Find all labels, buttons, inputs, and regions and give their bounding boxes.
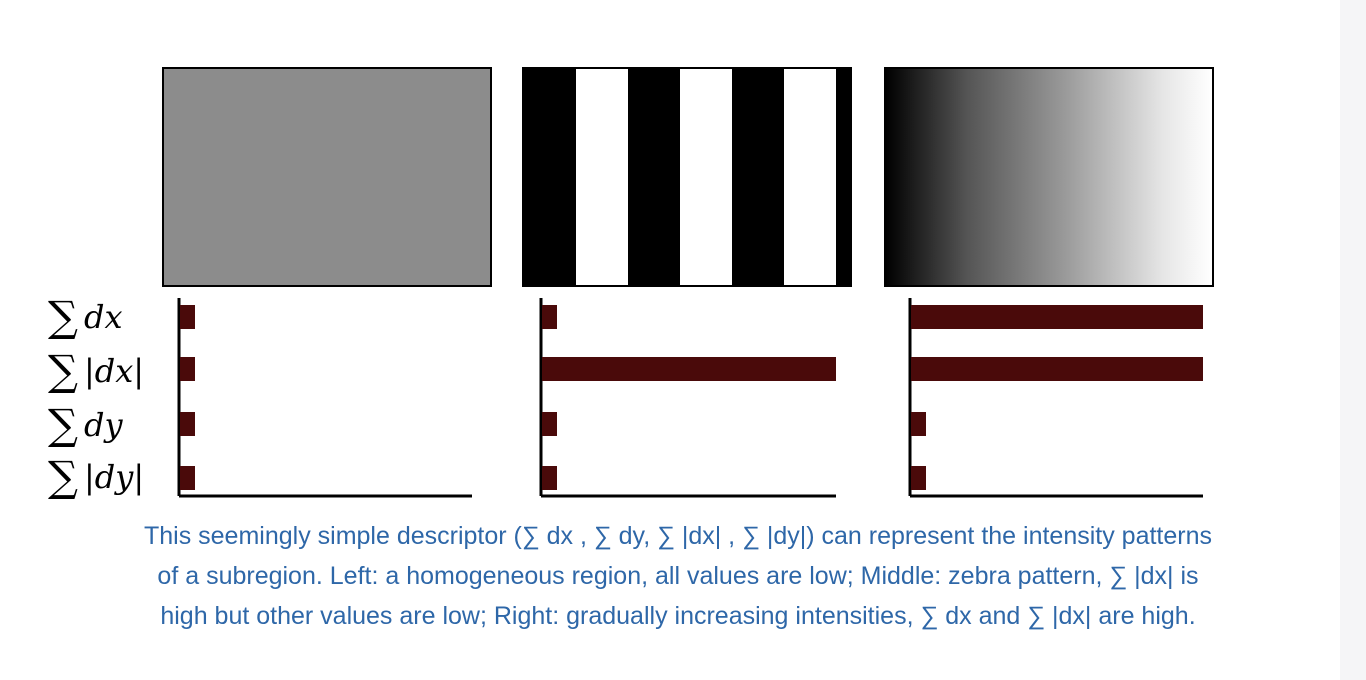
sigma-symbol: ∑	[48, 452, 78, 501]
row-label-sum-abs-dy: ∑ |dy|	[48, 450, 144, 504]
sigma-symbol: ∑	[48, 400, 78, 449]
bar-sum-abs-dy	[180, 466, 195, 490]
caption-line: high but other values are low; Right: gr…	[160, 602, 1196, 630]
row-label-text: dx	[83, 298, 123, 336]
sigma-symbol: ∑	[48, 292, 78, 341]
row-label-text: |dx|	[83, 352, 145, 390]
row-label-text: |dy|	[83, 458, 145, 496]
bar-sum-dy	[180, 412, 195, 436]
figure-caption: This seemingly simple descriptor (∑ dx ,…	[20, 516, 1336, 636]
zebra-white-stripe	[576, 69, 628, 285]
zebra-white-stripe	[680, 69, 732, 285]
zebra-white-stripe	[784, 69, 836, 285]
bar-chart-1	[177, 298, 472, 498]
zebra-pattern-image	[522, 67, 852, 287]
bar-sum-dy	[542, 412, 557, 436]
bar-sum-abs-dx	[911, 357, 1203, 381]
bar-sum-abs-dx	[542, 357, 836, 381]
bar-chart-3	[908, 298, 1203, 498]
row-label-text: dy	[83, 406, 123, 444]
homogeneous-region-image	[162, 67, 492, 287]
caption-line: of a subregion. Left: a homogeneous regi…	[157, 562, 1199, 590]
bar-sum-dx	[911, 305, 1203, 329]
bar-sum-abs-dy	[911, 466, 926, 490]
right-scrollbar-strip	[1340, 0, 1366, 680]
bar-sum-dy	[911, 412, 926, 436]
bar-sum-dx	[542, 305, 557, 329]
descriptor-row-labels: ∑ dx ∑ |dx| ∑ dy ∑ |dy|	[48, 290, 178, 502]
row-label-sum-dy: ∑ dy	[48, 398, 123, 452]
sigma-symbol: ∑	[48, 346, 78, 395]
row-label-sum-dx: ∑ dx	[48, 290, 123, 344]
row-label-sum-abs-dx: ∑ |dx|	[48, 344, 144, 398]
bar-chart-2	[539, 298, 836, 498]
bar-sum-abs-dy	[542, 466, 557, 490]
caption-line: This seemingly simple descriptor (∑ dx ,…	[143, 522, 1213, 550]
bar-sum-dx	[180, 305, 195, 329]
bar-sum-abs-dx	[180, 357, 195, 381]
gradient-intensity-image	[884, 67, 1214, 287]
